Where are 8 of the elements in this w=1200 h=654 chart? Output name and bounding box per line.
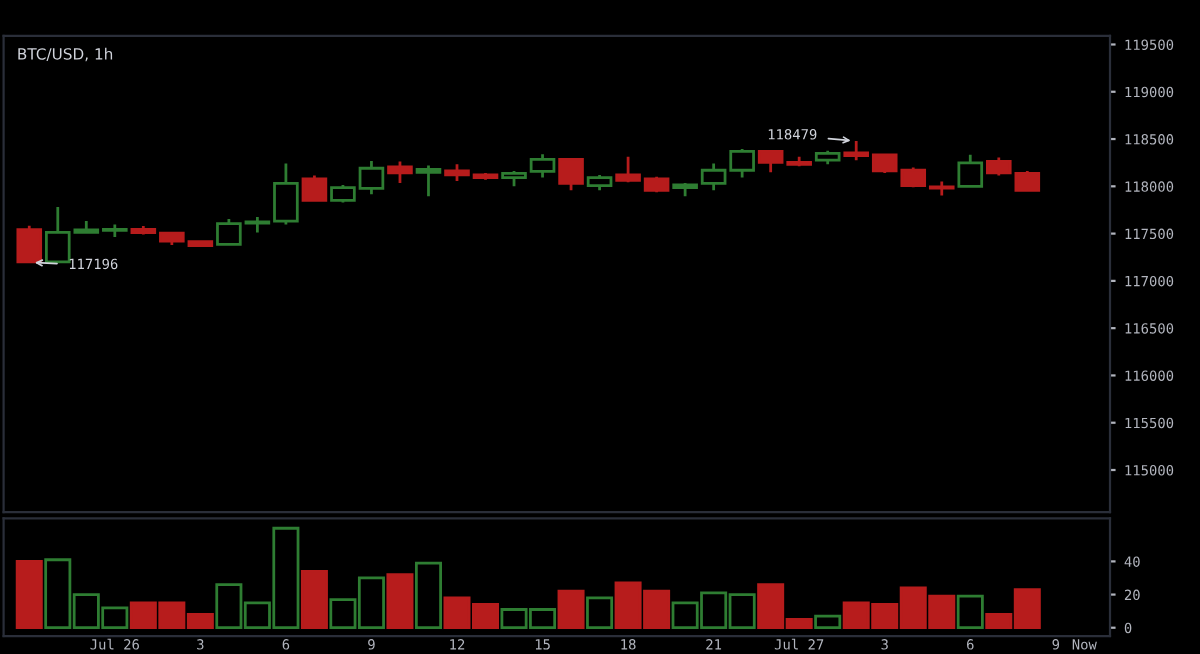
bar	[300, 569, 328, 630]
bar	[15, 560, 43, 630]
bar	[814, 614, 842, 630]
bar	[586, 596, 614, 630]
bar	[414, 561, 442, 630]
bar	[386, 573, 414, 630]
bar	[557, 589, 585, 630]
bar	[956, 594, 984, 630]
